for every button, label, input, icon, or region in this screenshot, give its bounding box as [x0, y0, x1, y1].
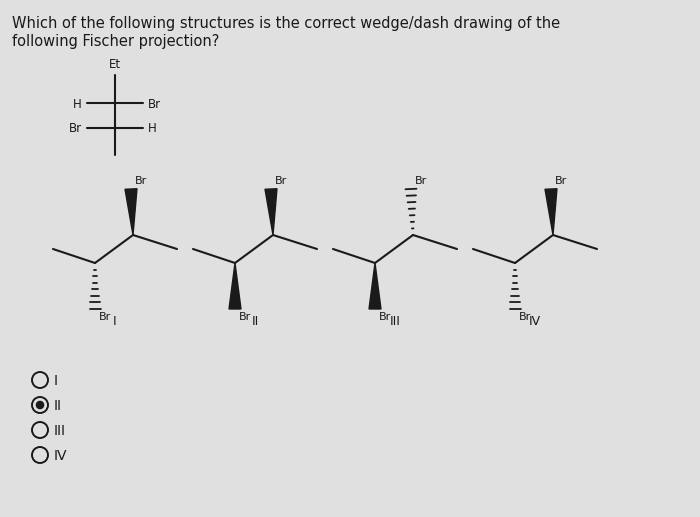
Text: Et: Et	[109, 58, 121, 71]
Text: Br: Br	[415, 176, 427, 186]
Text: Br: Br	[275, 176, 287, 186]
Text: IV: IV	[54, 449, 67, 463]
Polygon shape	[125, 189, 137, 235]
Polygon shape	[545, 189, 557, 235]
Polygon shape	[265, 189, 277, 235]
Text: Br: Br	[99, 312, 111, 322]
Text: IV: IV	[529, 315, 541, 328]
Circle shape	[36, 401, 43, 408]
Text: Br: Br	[69, 123, 82, 135]
Text: Br: Br	[239, 312, 251, 322]
Text: Which of the following structures is the correct wedge/dash drawing of the: Which of the following structures is the…	[12, 16, 560, 31]
Text: III: III	[390, 315, 400, 328]
Text: III: III	[54, 424, 66, 438]
Polygon shape	[229, 263, 241, 309]
Text: II: II	[54, 399, 62, 413]
Text: Br: Br	[148, 98, 161, 111]
Text: H: H	[74, 98, 82, 111]
Text: following Fischer projection?: following Fischer projection?	[12, 34, 219, 49]
Text: Br: Br	[519, 312, 531, 322]
Text: H: H	[148, 123, 157, 135]
Text: Br: Br	[135, 176, 147, 186]
Text: Br: Br	[379, 312, 391, 322]
Polygon shape	[369, 263, 381, 309]
Text: Br: Br	[555, 176, 567, 186]
Text: I: I	[54, 374, 58, 388]
Text: II: II	[251, 315, 258, 328]
Text: I: I	[113, 315, 117, 328]
